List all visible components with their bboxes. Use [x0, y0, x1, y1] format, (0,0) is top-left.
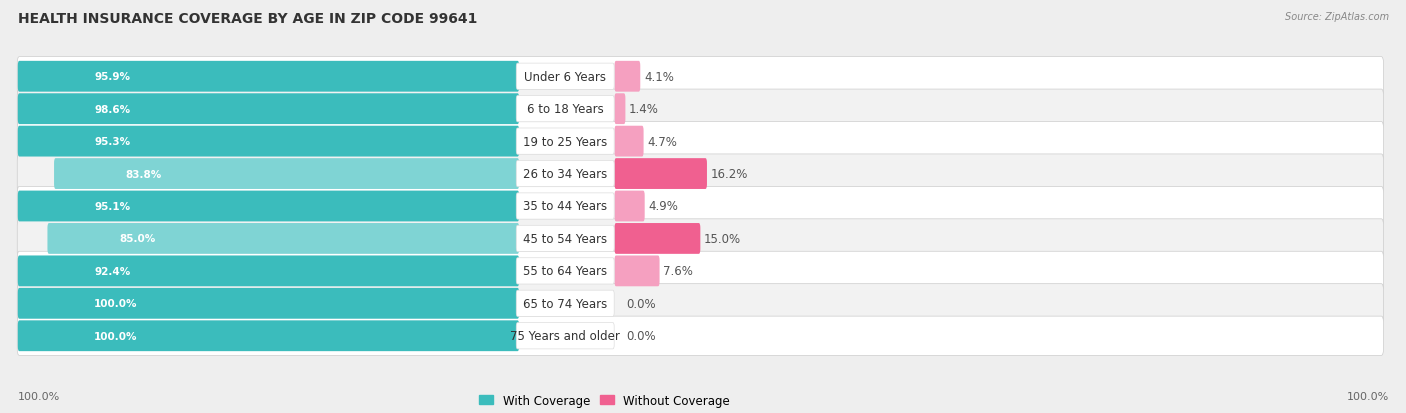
Text: 4.7%: 4.7%: [647, 135, 678, 148]
FancyBboxPatch shape: [614, 159, 707, 190]
Text: 95.3%: 95.3%: [94, 137, 131, 147]
Text: 7.6%: 7.6%: [664, 265, 693, 278]
FancyBboxPatch shape: [516, 290, 614, 317]
Text: 85.0%: 85.0%: [120, 234, 156, 244]
Text: 95.9%: 95.9%: [94, 72, 131, 82]
Text: 55 to 64 Years: 55 to 64 Years: [523, 265, 607, 278]
FancyBboxPatch shape: [17, 316, 1384, 356]
Text: 45 to 54 Years: 45 to 54 Years: [523, 233, 607, 245]
FancyBboxPatch shape: [17, 284, 1384, 323]
Text: 0.0%: 0.0%: [627, 330, 657, 342]
Text: 6 to 18 Years: 6 to 18 Years: [527, 103, 603, 116]
FancyBboxPatch shape: [18, 320, 519, 351]
FancyBboxPatch shape: [18, 94, 519, 125]
FancyBboxPatch shape: [614, 191, 645, 222]
Text: 92.4%: 92.4%: [94, 266, 131, 276]
Text: 35 to 44 Years: 35 to 44 Years: [523, 200, 607, 213]
Text: 98.6%: 98.6%: [94, 104, 131, 114]
Text: 83.8%: 83.8%: [125, 169, 162, 179]
FancyBboxPatch shape: [48, 223, 519, 254]
Text: 65 to 74 Years: 65 to 74 Years: [523, 297, 607, 310]
Text: 19 to 25 Years: 19 to 25 Years: [523, 135, 607, 148]
Text: Source: ZipAtlas.com: Source: ZipAtlas.com: [1285, 12, 1389, 22]
FancyBboxPatch shape: [17, 154, 1384, 194]
Text: 4.1%: 4.1%: [644, 71, 673, 83]
Text: 16.2%: 16.2%: [710, 168, 748, 180]
FancyBboxPatch shape: [516, 96, 614, 123]
Text: Under 6 Years: Under 6 Years: [524, 71, 606, 83]
Text: 1.4%: 1.4%: [628, 103, 659, 116]
FancyBboxPatch shape: [516, 226, 614, 252]
FancyBboxPatch shape: [53, 159, 519, 190]
FancyBboxPatch shape: [614, 62, 640, 93]
FancyBboxPatch shape: [614, 126, 644, 157]
FancyBboxPatch shape: [516, 258, 614, 284]
Text: 15.0%: 15.0%: [704, 233, 741, 245]
FancyBboxPatch shape: [17, 90, 1384, 129]
FancyBboxPatch shape: [18, 256, 519, 287]
FancyBboxPatch shape: [17, 252, 1384, 291]
Legend: With Coverage, Without Coverage: With Coverage, Without Coverage: [474, 389, 735, 411]
FancyBboxPatch shape: [18, 126, 519, 157]
Text: 100.0%: 100.0%: [18, 392, 60, 401]
FancyBboxPatch shape: [18, 288, 519, 319]
Text: 0.0%: 0.0%: [627, 297, 657, 310]
Text: 75 Years and older: 75 Years and older: [510, 330, 620, 342]
FancyBboxPatch shape: [516, 323, 614, 349]
Text: HEALTH INSURANCE COVERAGE BY AGE IN ZIP CODE 99641: HEALTH INSURANCE COVERAGE BY AGE IN ZIP …: [18, 12, 478, 26]
FancyBboxPatch shape: [17, 219, 1384, 259]
Text: 26 to 34 Years: 26 to 34 Years: [523, 168, 607, 180]
FancyBboxPatch shape: [17, 187, 1384, 226]
FancyBboxPatch shape: [614, 256, 659, 287]
Text: 100.0%: 100.0%: [94, 331, 138, 341]
Text: 95.1%: 95.1%: [94, 202, 131, 211]
FancyBboxPatch shape: [614, 94, 626, 125]
Text: 4.9%: 4.9%: [648, 200, 678, 213]
FancyBboxPatch shape: [516, 193, 614, 220]
FancyBboxPatch shape: [516, 129, 614, 155]
FancyBboxPatch shape: [516, 64, 614, 90]
FancyBboxPatch shape: [17, 57, 1384, 97]
FancyBboxPatch shape: [516, 161, 614, 187]
Text: 100.0%: 100.0%: [94, 299, 138, 309]
FancyBboxPatch shape: [18, 191, 519, 222]
Text: 100.0%: 100.0%: [1347, 392, 1389, 401]
FancyBboxPatch shape: [18, 62, 519, 93]
FancyBboxPatch shape: [614, 223, 700, 254]
FancyBboxPatch shape: [17, 122, 1384, 161]
